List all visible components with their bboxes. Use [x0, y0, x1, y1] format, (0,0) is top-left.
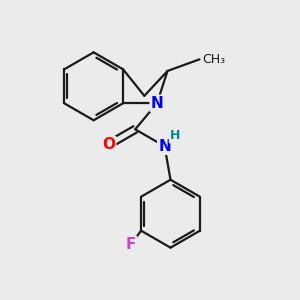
Text: N: N — [158, 139, 171, 154]
Text: O: O — [102, 137, 115, 152]
Text: CH₃: CH₃ — [202, 53, 226, 66]
Text: H: H — [170, 129, 180, 142]
Text: F: F — [126, 237, 136, 252]
Text: N: N — [151, 96, 164, 111]
